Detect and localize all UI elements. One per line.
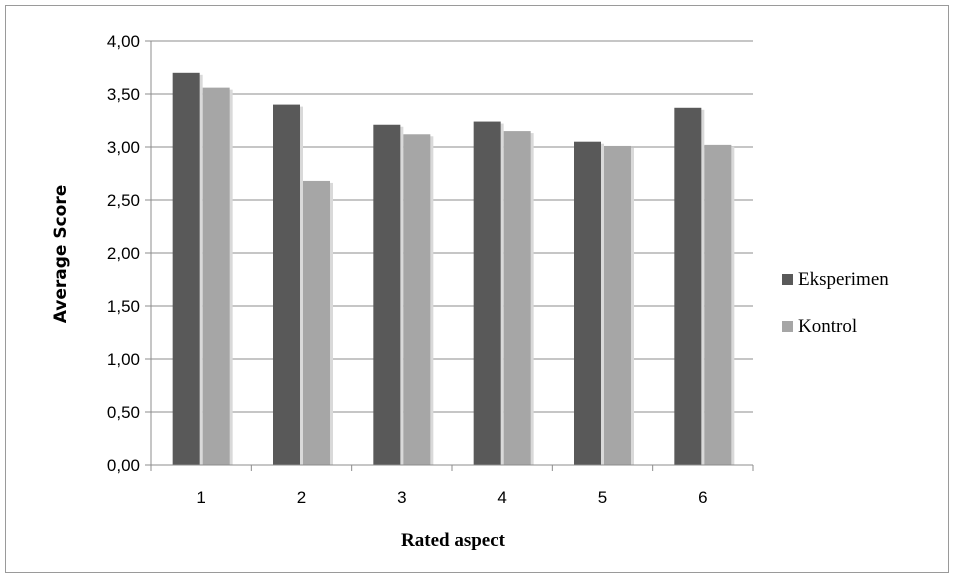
y-axis-title: Average Score: [51, 185, 71, 324]
legend-label-kontrol: Kontrol: [798, 316, 857, 337]
x-tick-label: 1: [196, 488, 205, 507]
y-tick-label: 2,00: [107, 244, 140, 263]
legend-label-eksperimen: Eksperimen: [798, 269, 889, 290]
legend: Eksperimen Kontrol: [782, 269, 889, 337]
x-tick-label: 3: [397, 488, 406, 507]
bar-eksperimen-4: [473, 121, 501, 465]
bar-chart: 0,00 0,50 1,00 1,50 2,00 2,50 3,00 3,50 4,00 1 2 3 4…: [51, 32, 889, 551]
bar-kontrol-3: [403, 134, 431, 465]
bar-kontrol-4: [503, 131, 531, 465]
y-tick-label: 4,00: [107, 32, 140, 51]
bar-eksperimen-2: [273, 104, 300, 465]
x-tick-label: 2: [297, 488, 306, 507]
bar-eksperimen-6: [674, 107, 702, 465]
bar-kontrol-5: [604, 145, 631, 465]
y-tick-label: 0,00: [107, 456, 140, 475]
gridlines: [151, 40, 753, 413]
bar-eksperimen-3: [373, 124, 401, 466]
y-tick-label: 3,50: [107, 85, 140, 104]
y-tick-label: 1,50: [107, 297, 140, 316]
bar-eksperimen-1: [172, 72, 200, 466]
y-tick-label: 2,50: [107, 191, 140, 210]
x-tick-label: 4: [497, 488, 506, 507]
legend-swatch-kontrol: [782, 321, 793, 332]
y-tick-label: 3,00: [107, 138, 140, 157]
y-tick-label: 0,50: [107, 403, 140, 422]
bar-kontrol-6: [704, 144, 732, 465]
bar-kontrol-2: [303, 180, 330, 466]
bar-kontrol-1: [202, 87, 230, 465]
bar-eksperimen-5: [574, 141, 601, 465]
x-tick-label: 6: [698, 488, 707, 507]
bars: [172, 72, 735, 466]
x-tick-label: 5: [598, 488, 607, 507]
chart-frame: 0,00 0,50 1,00 1,50 2,00 2,50 3,00 3,50 4,00 1 2 3 4…: [5, 5, 949, 573]
y-tick-label: 1,00: [107, 350, 140, 369]
axes: 0,00 0,50 1,00 1,50 2,00 2,50 3,00 3,50 4,00 1 2 3 4…: [107, 32, 754, 507]
x-axis-title: Rated aspect: [401, 530, 506, 551]
legend-swatch-eksperimen: [782, 274, 793, 285]
